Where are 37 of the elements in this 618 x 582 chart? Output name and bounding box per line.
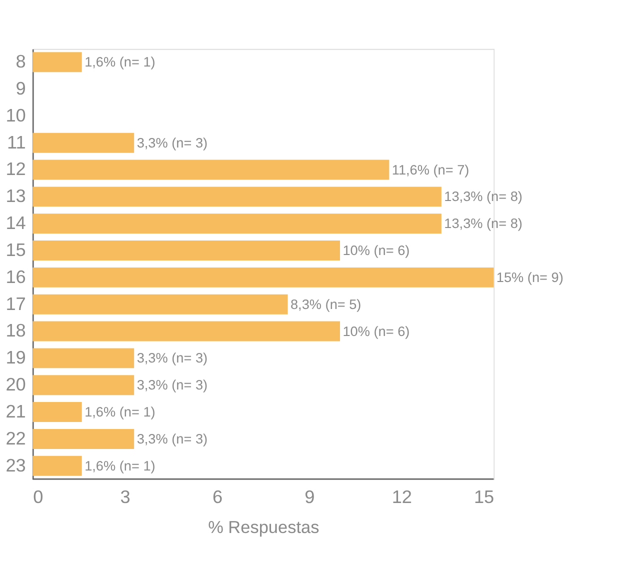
y-tick-label: 22 — [6, 428, 26, 448]
y-tick-label: 15 — [6, 240, 26, 260]
y-tick-label: 18 — [6, 320, 26, 341]
data-label: 3,3% (n= 3) — [136, 378, 208, 393]
data-label: 10% (n= 6) — [342, 324, 410, 339]
data-label: 1,6% (n= 1) — [84, 404, 156, 420]
data-label: 13,3% (n= 8) — [444, 216, 522, 232]
y-tick-label: 17 — [6, 294, 26, 314]
y-tick-label: 8 — [16, 52, 26, 72]
data-label: 8,3% (n= 5) — [290, 296, 362, 312]
data-label: 15% (n= 9) — [496, 270, 564, 285]
y-tick-label: 23 — [6, 455, 26, 476]
y-tick-label: 21 — [6, 401, 26, 422]
data-label: 3,3% (n= 3) — [136, 350, 208, 366]
y-tick-label: 14 — [6, 213, 26, 234]
data-label: 11,6% (n= 7) — [392, 162, 470, 178]
data-label: 3,3% (n= 3) — [136, 135, 208, 150]
y-tick-label: 20 — [6, 374, 26, 395]
y-tick-label: 13 — [6, 186, 26, 206]
x-tick-label: 15 — [474, 487, 494, 508]
y-tick-label: 19 — [6, 348, 26, 368]
data-label: 10% (n= 6) — [342, 243, 410, 258]
x-tick-label: 3 — [120, 487, 130, 508]
y-tick-label: 11 — [7, 132, 26, 152]
y-tick-label: 10 — [6, 105, 26, 126]
x-tick-label: 0 — [33, 487, 44, 508]
data-label: 1,6% (n= 1) — [84, 54, 156, 70]
x-tick-label: 12 — [392, 487, 412, 508]
data-label: 13,3% (n= 8) — [444, 189, 522, 204]
x-axis-title: % Respuestas — [208, 517, 320, 538]
x-tick-label: 6 — [212, 487, 223, 508]
x-tick-label: 9 — [304, 487, 315, 508]
data-label: 3,3% (n= 3) — [136, 431, 208, 446]
y-tick-label: 16 — [6, 266, 26, 287]
y-tick-label: 9 — [16, 78, 26, 98]
y-tick-label: 12 — [6, 159, 26, 180]
data-label: 1,6% (n= 1) — [84, 458, 156, 474]
